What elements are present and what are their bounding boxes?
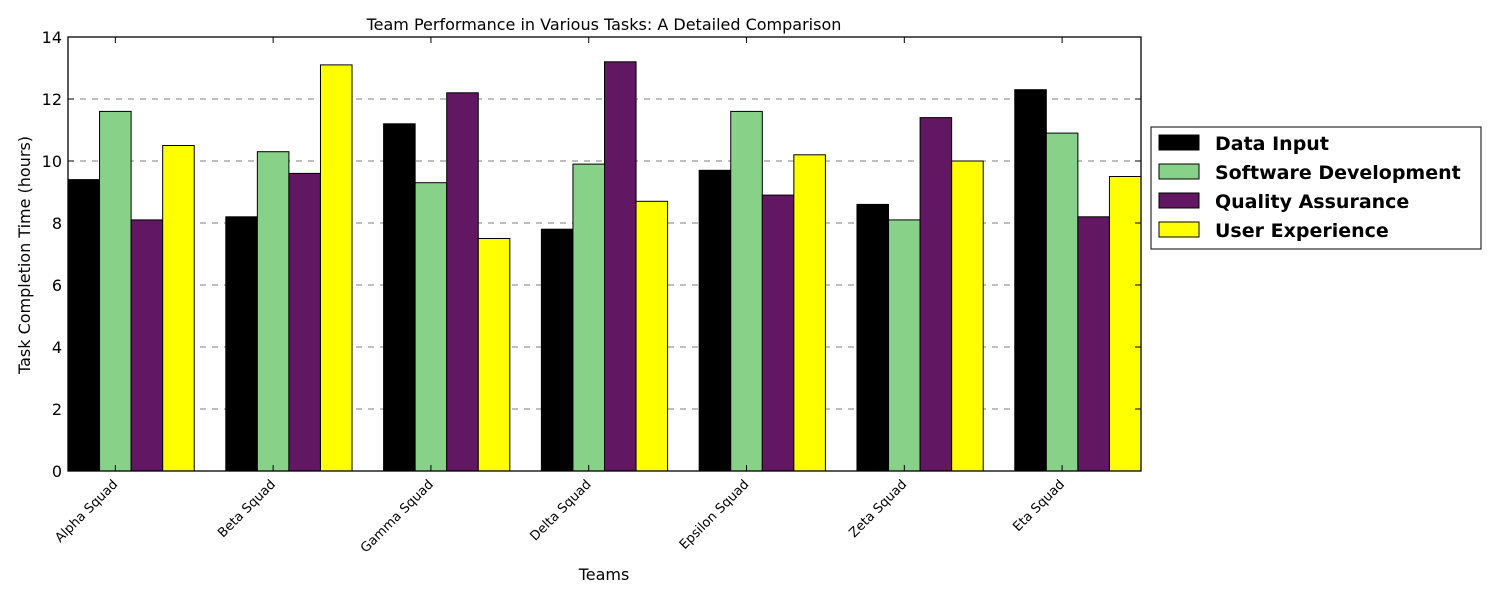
x-tick-label: Zeta Squad [846, 477, 910, 541]
bar-software-development [572, 163, 605, 472]
bar-software-development [99, 110, 132, 472]
bar-quality-assurance [604, 61, 637, 472]
y-tick-label: 6 [52, 276, 62, 295]
plot-frame [67, 36, 1142, 472]
bar-user-experience [319, 64, 353, 472]
x-tick-label: Gamma Squad [358, 477, 437, 556]
y-tick-label: 4 [52, 338, 62, 357]
y-tick-label: 14 [42, 28, 62, 47]
legend: Data Input Software Development Quality As… [1150, 126, 1482, 250]
bar-quality-assurance [130, 219, 164, 472]
bar-data-input [225, 216, 258, 472]
x-tick-label: Beta Squad [215, 477, 279, 541]
legend-label: Quality Assurance [1215, 191, 1409, 213]
x-tick-label: Delta Squad [528, 477, 595, 544]
legend-swatch [1158, 163, 1200, 180]
y-tick-label: 2 [52, 400, 62, 419]
bar-user-experience [635, 200, 669, 472]
legend-label: Software Development [1215, 162, 1461, 184]
bars [67, 61, 1142, 472]
bar-data-input [1014, 89, 1047, 472]
bar-quality-assurance [919, 117, 953, 472]
bar-quality-assurance [288, 172, 321, 472]
bar-user-experience [1108, 176, 1142, 472]
legend-swatch [1158, 134, 1200, 151]
bar-data-input [383, 123, 416, 472]
y-axis-ticks: 0 2 4 6 8 10 12 14 [42, 28, 1141, 481]
bar-software-development [1045, 132, 1079, 472]
legend-swatch [1158, 192, 1200, 209]
legend-label: Data Input [1215, 133, 1329, 155]
x-tick-label: Epsilon Squad [677, 477, 752, 552]
y-tick-label: 12 [42, 90, 62, 109]
bar-software-development [888, 219, 921, 472]
bar-user-experience [162, 145, 195, 472]
y-axis-title: Task Completion Time (hours) [15, 136, 34, 375]
bar-user-experience [477, 238, 511, 472]
bar-quality-assurance [1077, 216, 1110, 472]
bar-data-input [698, 169, 732, 472]
bar-quality-assurance [761, 194, 795, 472]
bar-data-input [540, 228, 574, 472]
bar-software-development [414, 182, 448, 472]
x-tick-label: Alpha Squad [53, 477, 122, 546]
bar-data-input [67, 179, 101, 472]
legend-label: User Experience [1215, 220, 1389, 242]
x-axis-title: Teams [578, 565, 630, 584]
bar-user-experience [951, 160, 984, 472]
bar-user-experience [793, 154, 826, 472]
y-tick-label: 0 [52, 462, 62, 481]
bar-software-development [256, 151, 290, 472]
x-tick-label: Eta Squad [1010, 477, 1068, 535]
bar-software-development [730, 110, 763, 472]
legend-frame [1150, 126, 1482, 250]
y-tick-label: 10 [42, 152, 62, 171]
legend-swatch [1158, 221, 1200, 238]
y-tick-label: 8 [52, 214, 62, 233]
bar-quality-assurance [446, 92, 479, 472]
chart-title: Team Performance in Various Tasks: A Det… [366, 15, 842, 34]
bar-data-input [856, 203, 890, 472]
